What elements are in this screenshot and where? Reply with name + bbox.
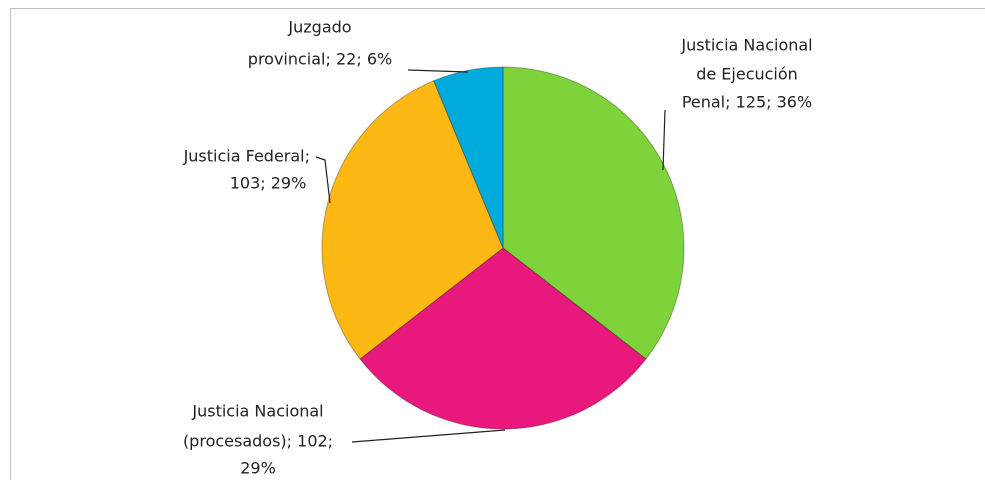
data-label: de Ejecución xyxy=(696,65,798,84)
data-label: Penal; 125; 36% xyxy=(682,93,812,112)
pie-slice xyxy=(359,247,647,430)
leader-line xyxy=(315,156,331,204)
leader-line xyxy=(662,109,666,171)
data-label: Justicia Nacional xyxy=(191,402,323,421)
pie-slice xyxy=(433,66,504,249)
data-label: 29% xyxy=(240,459,276,478)
data-label: Justicia Federal; xyxy=(183,147,310,166)
data-label: Justicia Nacional xyxy=(680,36,812,55)
leader-line xyxy=(407,69,469,73)
data-label: provincial; 22; 6% xyxy=(248,50,392,69)
data-label: Juzgado xyxy=(287,18,351,37)
leader-line xyxy=(351,429,506,443)
pie-slice xyxy=(321,80,504,360)
data-label: (procesados); 102; xyxy=(183,432,333,451)
data-label: 103; 29% xyxy=(230,174,307,193)
pie-slice xyxy=(502,66,685,360)
chart-frame xyxy=(10,8,985,480)
